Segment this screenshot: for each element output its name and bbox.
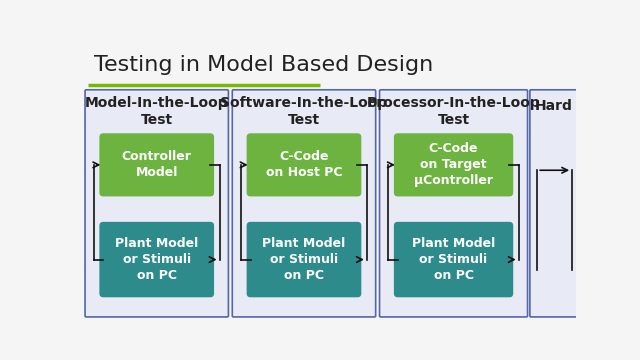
Text: Processor-In-the-Loop
Test: Processor-In-the-Loop Test bbox=[367, 96, 540, 127]
Text: Software-In-the-Loop
Test: Software-In-the-Loop Test bbox=[220, 96, 388, 127]
Text: Plant Model
or Stimuli
on PC: Plant Model or Stimuli on PC bbox=[412, 237, 495, 282]
FancyBboxPatch shape bbox=[99, 222, 214, 297]
FancyBboxPatch shape bbox=[246, 133, 362, 197]
FancyBboxPatch shape bbox=[394, 133, 513, 197]
FancyBboxPatch shape bbox=[85, 90, 228, 317]
Text: C-Code
on Host PC: C-Code on Host PC bbox=[266, 150, 342, 179]
Text: Model-In-the-Loop
Test: Model-In-the-Loop Test bbox=[85, 96, 228, 127]
Text: Testing in Model Based Design: Testing in Model Based Design bbox=[94, 55, 433, 75]
Text: Plant Model
or Stimuli
on PC: Plant Model or Stimuli on PC bbox=[262, 237, 346, 282]
FancyBboxPatch shape bbox=[99, 133, 214, 197]
Text: Hard: Hard bbox=[534, 99, 572, 113]
Text: Plant Model
or Stimuli
on PC: Plant Model or Stimuli on PC bbox=[115, 237, 198, 282]
FancyBboxPatch shape bbox=[380, 90, 527, 317]
FancyBboxPatch shape bbox=[394, 222, 513, 297]
Text: Controller
Model: Controller Model bbox=[122, 150, 191, 179]
FancyBboxPatch shape bbox=[530, 90, 577, 317]
Text: C-Code
on Target
μController: C-Code on Target μController bbox=[414, 142, 493, 187]
FancyBboxPatch shape bbox=[246, 222, 362, 297]
FancyBboxPatch shape bbox=[232, 90, 376, 317]
